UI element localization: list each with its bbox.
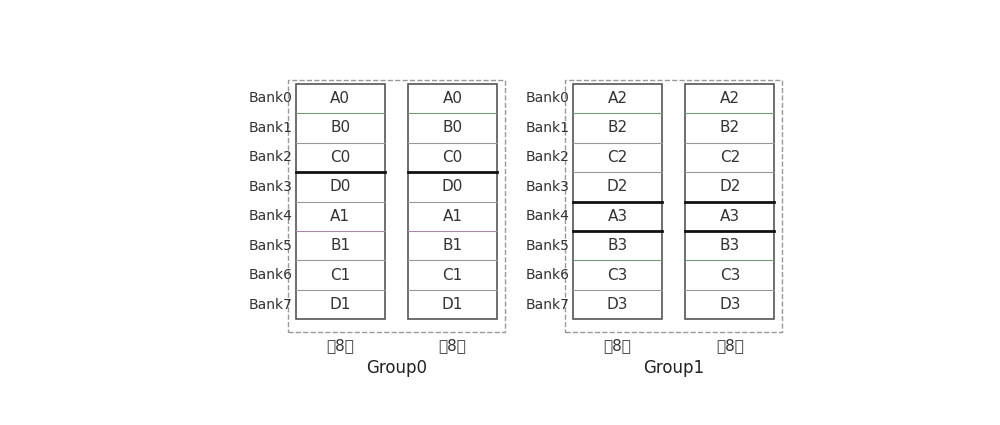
Text: 高8位: 高8位: [438, 338, 466, 353]
Text: D3: D3: [719, 297, 741, 312]
Text: Bank7: Bank7: [249, 298, 292, 312]
Text: A1: A1: [442, 209, 462, 224]
Text: D2: D2: [607, 179, 628, 194]
Text: D1: D1: [442, 297, 463, 312]
Text: A2: A2: [608, 91, 628, 106]
Text: Bank2: Bank2: [249, 150, 292, 164]
Bar: [565, 80, 782, 332]
Text: C1: C1: [330, 268, 350, 283]
Text: C1: C1: [442, 268, 463, 283]
Text: C0: C0: [442, 150, 463, 165]
Text: Bank7: Bank7: [526, 298, 570, 312]
Text: 高8位: 高8位: [716, 338, 744, 353]
Text: C2: C2: [607, 150, 628, 165]
Bar: [685, 84, 774, 319]
Text: Bank0: Bank0: [526, 91, 570, 105]
Text: C3: C3: [720, 268, 740, 283]
Text: Bank1: Bank1: [248, 121, 292, 135]
Text: Bank3: Bank3: [249, 180, 292, 194]
Text: B2: B2: [720, 120, 740, 136]
Text: Bank1: Bank1: [526, 121, 570, 135]
Text: A0: A0: [442, 91, 462, 106]
Text: Bank5: Bank5: [526, 239, 570, 253]
Text: D2: D2: [719, 179, 741, 194]
Text: Bank6: Bank6: [526, 268, 570, 282]
Bar: [573, 84, 662, 319]
Text: A1: A1: [330, 209, 350, 224]
Text: C0: C0: [330, 150, 350, 165]
Text: C3: C3: [607, 268, 628, 283]
Text: 体8位: 体8位: [326, 338, 354, 353]
Text: Bank4: Bank4: [249, 209, 292, 223]
Text: Bank6: Bank6: [248, 268, 292, 282]
Text: Group1: Group1: [643, 360, 704, 377]
Text: 体8位: 体8位: [604, 338, 631, 353]
Text: B0: B0: [330, 120, 350, 136]
Bar: [296, 84, 385, 319]
Text: B3: B3: [607, 238, 628, 253]
Text: Bank0: Bank0: [249, 91, 292, 105]
Text: Bank4: Bank4: [526, 209, 570, 223]
Text: B2: B2: [607, 120, 628, 136]
Text: C2: C2: [720, 150, 740, 165]
Text: B0: B0: [442, 120, 462, 136]
Bar: [288, 80, 505, 332]
Text: B1: B1: [442, 238, 462, 253]
Text: A2: A2: [720, 91, 740, 106]
Bar: [408, 84, 497, 319]
Text: B3: B3: [720, 238, 740, 253]
Text: D1: D1: [329, 297, 351, 312]
Text: Bank3: Bank3: [526, 180, 570, 194]
Text: B1: B1: [330, 238, 350, 253]
Text: Group0: Group0: [366, 360, 427, 377]
Text: A3: A3: [720, 209, 740, 224]
Text: D0: D0: [442, 179, 463, 194]
Text: A0: A0: [330, 91, 350, 106]
Text: D0: D0: [329, 179, 351, 194]
Text: Bank2: Bank2: [526, 150, 570, 164]
Text: Bank5: Bank5: [249, 239, 292, 253]
Text: A3: A3: [607, 209, 628, 224]
Text: D3: D3: [607, 297, 628, 312]
